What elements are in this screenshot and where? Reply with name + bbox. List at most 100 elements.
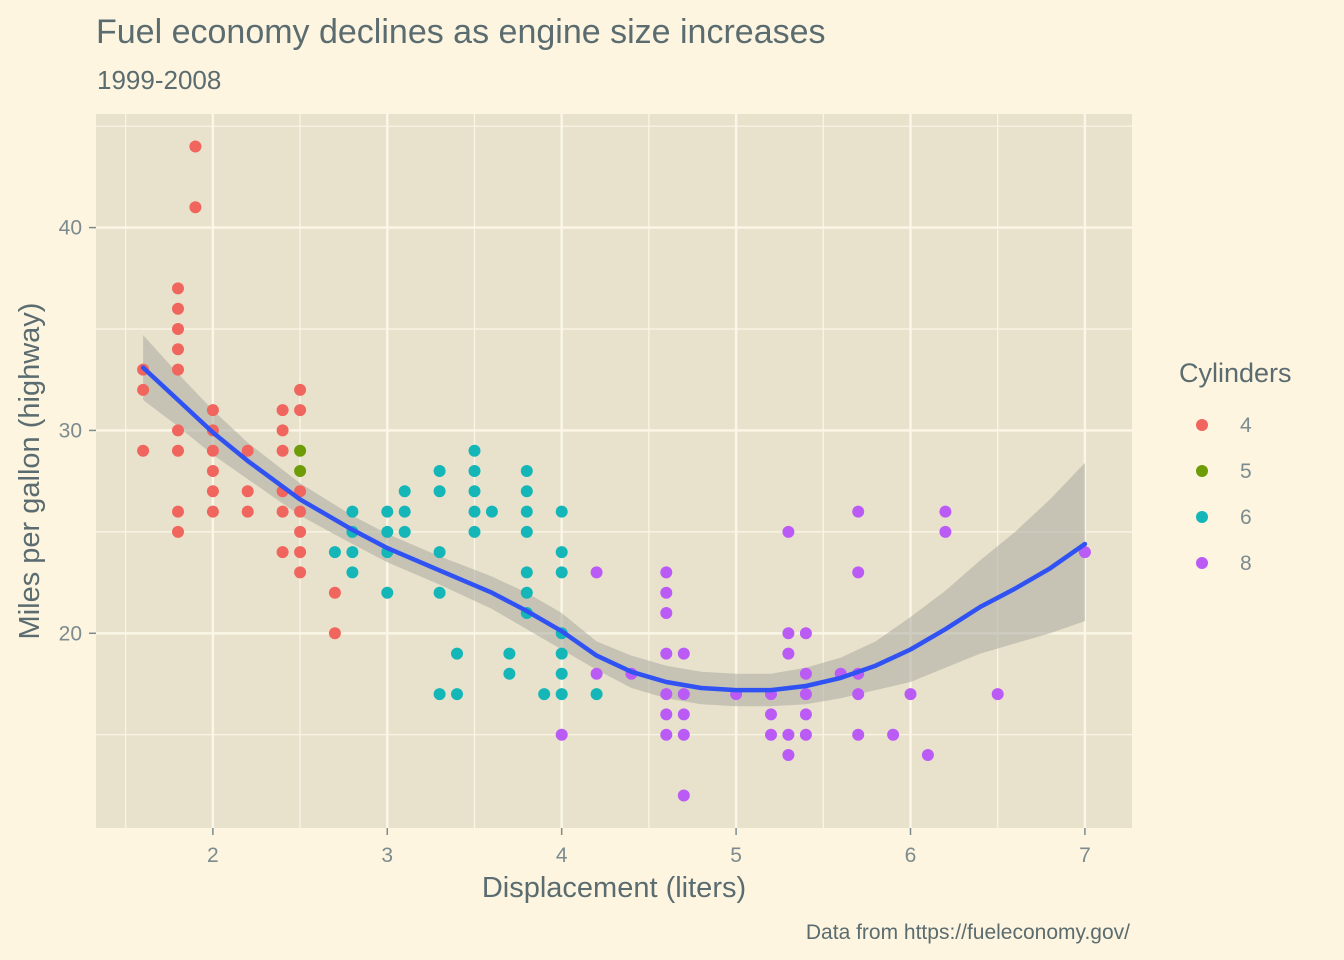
data-point-cyl-6 (468, 505, 481, 518)
data-point-cyl-6 (433, 546, 446, 559)
data-point-cyl-6 (451, 647, 463, 660)
data-point-cyl-8 (852, 505, 865, 518)
data-point-cyl-4 (276, 444, 289, 457)
data-point-cyl-6 (555, 566, 568, 579)
data-point-cyl-8 (660, 586, 673, 599)
data-point-cyl-4 (241, 505, 254, 518)
data-point-cyl-6 (398, 505, 411, 518)
data-point-cyl-6 (451, 688, 463, 701)
data-point-cyl-6 (520, 465, 533, 477)
x-tick-label: 7 (1079, 844, 1091, 867)
data-point-cyl-4 (294, 525, 307, 538)
data-point-cyl-8 (1078, 546, 1091, 559)
data-point-cyl-4 (172, 343, 184, 356)
data-point-cyl-4 (294, 566, 307, 579)
data-point-cyl-8 (799, 667, 812, 680)
data-point-cyl-8 (921, 749, 934, 761)
data-point-cyl-5 (294, 444, 307, 457)
data-point-cyl-8 (904, 688, 917, 701)
data-point-cyl-6 (468, 525, 481, 538)
data-point-cyl-4 (206, 485, 219, 498)
data-point-cyl-8 (660, 688, 673, 701)
data-point-cyl-4 (276, 424, 289, 437)
data-point-cyl-4 (172, 525, 184, 538)
data-point-cyl-4 (206, 505, 219, 518)
data-point-cyl-8 (660, 708, 673, 721)
data-point-cyl-4 (328, 586, 341, 599)
x-tick-label: 4 (556, 844, 568, 867)
data-point-cyl-6 (555, 667, 568, 680)
y-axis-ticks: 20 30 40 (59, 217, 96, 645)
y-tick-label: 30 (59, 419, 82, 442)
data-point-cyl-4 (172, 505, 184, 518)
data-point-cyl-6 (520, 525, 533, 538)
data-point-cyl-8 (887, 728, 900, 741)
data-point-cyl-6 (468, 485, 481, 498)
data-point-cyl-6 (433, 586, 446, 599)
y-axis-title: Miles per gallon (highway) (14, 303, 46, 640)
data-point-cyl-4 (206, 444, 219, 457)
data-point-cyl-6 (520, 505, 533, 518)
data-point-cyl-8 (799, 688, 812, 701)
data-point-cyl-4 (189, 201, 202, 214)
data-point-cyl-6 (468, 444, 481, 457)
legend: Cylinders 4 5 6 8 (1179, 358, 1292, 575)
chart-subtitle: 1999-2008 (97, 65, 221, 95)
legend-key-8 (1196, 557, 1208, 569)
data-point-cyl-4 (172, 282, 184, 295)
data-point-cyl-8 (677, 728, 690, 741)
data-point-cyl-6 (538, 688, 551, 701)
data-point-cyl-8 (991, 688, 1004, 701)
data-point-cyl-4 (137, 383, 150, 396)
data-point-cyl-6 (328, 546, 341, 559)
data-point-cyl-6 (520, 586, 533, 599)
data-point-cyl-8 (939, 505, 952, 518)
data-point-cyl-8 (782, 728, 795, 741)
data-point-cyl-8 (555, 728, 568, 741)
data-point-cyl-8 (677, 789, 690, 802)
data-point-cyl-6 (590, 688, 603, 701)
data-point-cyl-6 (503, 667, 516, 680)
data-point-cyl-4 (294, 505, 307, 518)
data-point-cyl-4 (294, 404, 307, 417)
data-point-cyl-8 (590, 667, 603, 680)
y-tick-label: 20 (59, 622, 82, 645)
data-point-cyl-4 (294, 485, 307, 498)
data-point-cyl-4 (172, 363, 184, 376)
smooth-confidence-ribbon (143, 335, 1085, 707)
data-point-cyl-6 (555, 647, 568, 660)
data-point-cyl-4 (172, 323, 184, 335)
data-point-cyl-6 (555, 505, 568, 518)
chart-title: Fuel economy declines as engine size inc… (96, 13, 826, 51)
chart-caption: Data from https://fueleconomy.gov/ (806, 921, 1130, 944)
data-point-cyl-6 (520, 566, 533, 579)
data-point-cyl-4 (276, 505, 289, 518)
data-point-cyl-8 (799, 627, 812, 640)
smooth-trend-line (140, 365, 1088, 693)
legend-title: Cylinders (1179, 358, 1292, 388)
data-point-cyl-4 (294, 383, 307, 396)
data-point-cyl-6 (433, 465, 446, 477)
x-tick-label: 2 (207, 844, 219, 867)
data-point-cyl-4 (241, 485, 254, 498)
data-point-cyl-8 (782, 525, 795, 538)
data-point-cyl-6 (503, 647, 516, 660)
data-point-cyl-8 (660, 728, 673, 741)
data-point-cyl-8 (782, 627, 795, 640)
data-point-cyl-6 (346, 546, 359, 559)
data-point-cyl-8 (677, 708, 690, 721)
data-point-cyl-6 (398, 525, 411, 538)
data-point-cyl-4 (206, 404, 219, 417)
x-axis-ticks: 2 3 4 5 6 7 (207, 828, 1091, 867)
data-point-cyl-4 (189, 140, 202, 153)
data-point-cyl-4 (276, 404, 289, 417)
data-point-cyl-4 (276, 546, 289, 559)
x-tick-label: 5 (730, 844, 742, 867)
legend-label-4: 4 (1240, 414, 1252, 437)
legend-label-8: 8 (1240, 552, 1252, 575)
data-point-cyl-6 (485, 505, 498, 518)
data-point-cyl-8 (660, 607, 673, 619)
data-point-cyl-8 (765, 708, 777, 721)
data-point-cyl-6 (520, 485, 533, 498)
data-point-cyl-6 (346, 566, 359, 579)
